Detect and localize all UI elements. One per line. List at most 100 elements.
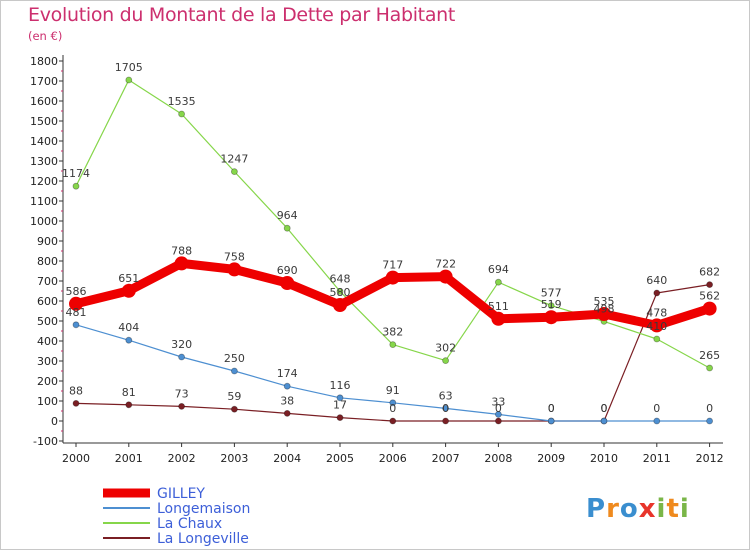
data-point <box>494 278 502 286</box>
data-point <box>333 298 347 312</box>
data-label: 0 <box>706 402 713 415</box>
y-tick-label: 0 <box>51 415 58 428</box>
data-label: 59 <box>227 390 241 403</box>
data-point <box>72 321 80 329</box>
data-point <box>547 302 555 310</box>
data-point <box>389 417 397 425</box>
data-point <box>72 182 80 190</box>
data-point <box>336 394 344 402</box>
y-tick-label: 200 <box>37 375 58 388</box>
y-tick-label: 900 <box>37 235 58 248</box>
data-point <box>174 256 189 271</box>
legend-label: Longemaison <box>157 501 250 517</box>
data-label: 640 <box>646 274 667 287</box>
chart-subtitle: (en €) <box>28 29 63 43</box>
data-point <box>706 417 713 425</box>
data-label: 0 <box>601 402 608 415</box>
data-label: 758 <box>224 250 245 263</box>
data-label: 964 <box>277 209 298 222</box>
data-label: 1247 <box>220 153 248 166</box>
y-tick-label: 1200 <box>30 175 58 188</box>
data-label: 81 <box>122 386 136 399</box>
data-label: 1705 <box>115 61 143 74</box>
data-label: 17 <box>333 399 347 412</box>
data-label: 481 <box>66 306 87 319</box>
data-point <box>125 76 133 84</box>
data-point <box>230 367 238 375</box>
x-tick-label: 2001 <box>115 452 143 465</box>
brand-letter: P <box>586 494 606 524</box>
data-point <box>227 262 242 277</box>
brand-letter: t <box>666 494 679 524</box>
data-label: 1535 <box>168 95 196 108</box>
data-label: 404 <box>118 321 139 334</box>
data-label: 174 <box>277 367 298 380</box>
x-tick-label: 2000 <box>62 452 90 465</box>
data-point <box>653 335 661 343</box>
y-tick-label: -100 <box>33 435 58 448</box>
y-tick-label: 1500 <box>30 115 58 128</box>
data-label: 562 <box>699 290 720 303</box>
y-tick-label: 1700 <box>30 75 58 88</box>
x-tick-label: 2002 <box>168 452 196 465</box>
data-label: 511 <box>488 300 509 313</box>
data-point <box>178 110 186 118</box>
x-tick-label: 2007 <box>432 452 460 465</box>
data-point <box>491 311 506 326</box>
data-point <box>706 364 713 372</box>
data-label: 586 <box>66 285 87 298</box>
data-label: 88 <box>69 384 83 397</box>
y-tick-label: 800 <box>37 255 58 268</box>
data-label: 0 <box>442 402 449 415</box>
x-tick-label: 2010 <box>590 452 618 465</box>
data-point <box>706 281 713 289</box>
data-label: 1174 <box>62 167 90 180</box>
data-label: 0 <box>601 402 608 415</box>
data-label: 38 <box>280 394 294 407</box>
data-label: 73 <box>175 387 189 400</box>
data-point <box>69 296 83 311</box>
data-point <box>600 417 608 425</box>
x-tick-label: 2005 <box>326 452 354 465</box>
data-label: 519 <box>541 298 562 311</box>
data-label: 0 <box>653 402 660 415</box>
y-tick-label: 500 <box>37 315 58 328</box>
data-point <box>283 409 291 417</box>
data-label: 116 <box>330 379 351 392</box>
data-point <box>389 341 397 349</box>
chart-title: Evolution du Montant de la Dette par Hab… <box>28 4 456 26</box>
legend-label: La Chaux <box>157 516 222 532</box>
data-point <box>597 307 611 321</box>
y-tick-label: 1000 <box>30 215 58 228</box>
legend-label: GILLEY <box>157 486 205 502</box>
data-label: 250 <box>224 352 245 365</box>
brand-letter: i <box>680 494 690 524</box>
data-label: 91 <box>386 384 400 397</box>
data-label: 717 <box>382 259 403 272</box>
data-label: 410 <box>646 320 667 333</box>
data-point <box>72 399 80 407</box>
data-label: 690 <box>277 264 298 277</box>
data-point <box>230 405 238 413</box>
data-label: 382 <box>382 326 403 339</box>
data-label: 302 <box>435 342 456 355</box>
data-label: 694 <box>488 263 509 276</box>
data-label: 33 <box>491 395 505 408</box>
data-point <box>336 287 344 295</box>
data-label: 0 <box>548 402 555 415</box>
y-tick-label: 1300 <box>30 155 58 168</box>
legend-label: La Longeville <box>157 531 249 547</box>
data-point <box>653 289 661 297</box>
data-label: 535 <box>594 295 615 308</box>
y-tick-label: 1800 <box>30 55 58 68</box>
data-label: 648 <box>330 272 351 285</box>
x-tick-label: 2003 <box>220 452 248 465</box>
y-tick-label: 1600 <box>30 95 58 108</box>
data-point <box>442 357 450 365</box>
data-label: 478 <box>646 306 667 319</box>
data-label: 0 <box>495 402 502 415</box>
x-tick-label: 2012 <box>696 452 724 465</box>
data-point <box>547 417 555 425</box>
